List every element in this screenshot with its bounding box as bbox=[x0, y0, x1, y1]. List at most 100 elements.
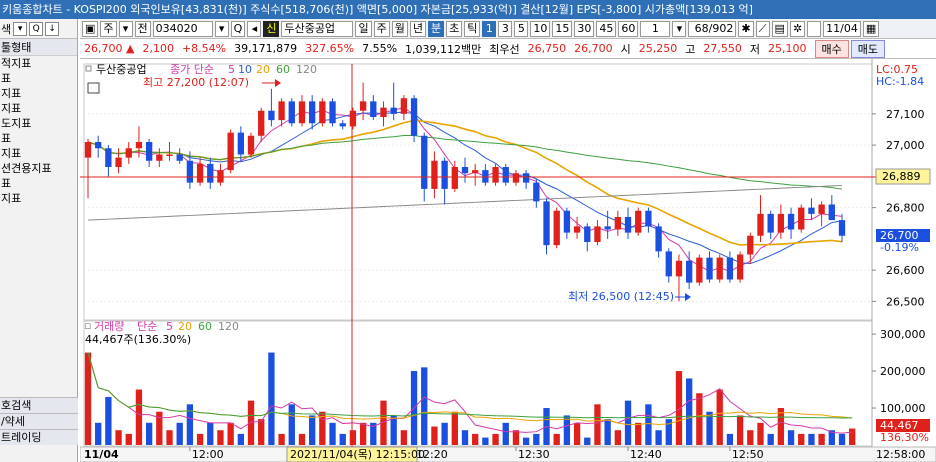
dropdown-icon[interactable]: ▾ bbox=[118, 20, 133, 37]
volume-bar bbox=[421, 367, 428, 445]
period-month[interactable]: 월 bbox=[391, 20, 408, 37]
candle-body bbox=[186, 160, 194, 183]
interval-15[interactable]: 15 bbox=[552, 20, 573, 37]
period-tick[interactable]: 틱 bbox=[464, 20, 481, 37]
left-dropdown-button[interactable]: ▾ bbox=[13, 21, 28, 36]
candle-body bbox=[166, 154, 173, 156]
stock-chart[interactable]: 두산중공업 종가 단순 5 10 20 60 120 최고 27,200 (12… bbox=[80, 59, 936, 462]
candle-body bbox=[777, 213, 785, 233]
trend-tool-icon[interactable]: ⟋ bbox=[755, 20, 770, 37]
sell-button[interactable]: 매도 bbox=[850, 39, 886, 58]
chart-menu-icon[interactable]: ▣ bbox=[82, 20, 99, 37]
volume-bar bbox=[726, 433, 734, 445]
reference-price-tag bbox=[875, 168, 931, 185]
price-change-pct: +8.54% bbox=[181, 42, 227, 55]
volume-bar bbox=[655, 430, 662, 445]
high-annotation: 최고 27,200 (12:07) bbox=[143, 76, 249, 89]
volume-bar bbox=[645, 404, 652, 445]
settings-pin-icon[interactable]: ✱ bbox=[738, 20, 754, 37]
window-title-bar: 키움종합차트 - KOSPI200 외국인보유[43,831(천)] 주식수[5… bbox=[0, 0, 936, 19]
prev-button[interactable]: 전 bbox=[134, 20, 151, 37]
candle-body bbox=[655, 226, 662, 252]
indicator-list-item[interactable]: 지표 bbox=[1, 87, 22, 100]
time-tick-label: 12:20 bbox=[416, 448, 448, 461]
candle-body bbox=[349, 110, 357, 127]
volume-ratio: 327.65% bbox=[305, 42, 355, 55]
volume-bar bbox=[522, 437, 530, 445]
high-arrow-icon bbox=[275, 79, 281, 87]
indicator-list-item[interactable]: 표 bbox=[1, 177, 12, 190]
trade-amount: 1,039,112백만 bbox=[405, 42, 482, 56]
volume-bar bbox=[227, 422, 234, 445]
interval-10[interactable]: 10 bbox=[530, 20, 551, 37]
interval-30[interactable]: 30 bbox=[574, 20, 595, 37]
vol-legend-ma: 단순 bbox=[137, 320, 157, 333]
volume-bar bbox=[390, 415, 397, 445]
candle-body bbox=[635, 210, 642, 233]
credit-badge[interactable]: 신 bbox=[263, 20, 280, 37]
multiplier-input[interactable]: 1 bbox=[640, 20, 671, 37]
volume-bar bbox=[135, 389, 143, 445]
ma120-line bbox=[87, 184, 843, 221]
interval-1[interactable]: 1 bbox=[482, 20, 497, 37]
interval-45[interactable]: 45 bbox=[596, 20, 617, 37]
code-dropdown-icon[interactable]: ▾ bbox=[214, 20, 229, 37]
candle-body bbox=[319, 101, 326, 124]
high-label: 고 bbox=[685, 42, 696, 56]
save-icon[interactable]: ▤ bbox=[771, 20, 788, 37]
candle-body bbox=[84, 142, 92, 158]
crosshair-time-tag bbox=[286, 446, 418, 462]
search-icon[interactable]: Q bbox=[230, 20, 246, 37]
left-panel-tab[interactable]: 툴형태 bbox=[0, 39, 77, 56]
interval-3[interactable]: 3 bbox=[498, 20, 513, 37]
indicator-list-item[interactable]: 션견용지표 bbox=[1, 162, 52, 175]
candle-body bbox=[787, 213, 795, 230]
period-second[interactable]: 초 bbox=[446, 20, 463, 37]
indicator-list-item[interactable]: 지표 bbox=[1, 102, 22, 115]
buy-button[interactable]: 매수 bbox=[814, 39, 849, 58]
gear-icon[interactable]: ✲ bbox=[789, 20, 806, 37]
vol-ma5-line bbox=[87, 352, 853, 434]
indicator-list-item[interactable]: 표 bbox=[1, 72, 12, 85]
period-day[interactable]: 일 bbox=[355, 20, 372, 37]
indicator-list-item[interactable]: 도지표 bbox=[1, 117, 32, 130]
grid-toggle-icon[interactable] bbox=[87, 82, 100, 94]
left-panel-section[interactable]: 적지표 bbox=[1, 57, 32, 70]
candle-body bbox=[838, 220, 846, 236]
period-minute[interactable]: 분 bbox=[427, 20, 445, 37]
left-bottom-tab[interactable]: 트레이딩 bbox=[0, 429, 78, 445]
volume-bar bbox=[349, 430, 357, 445]
candle-body bbox=[451, 167, 458, 189]
ma20-label: 20 bbox=[256, 63, 270, 76]
candle-body bbox=[594, 226, 601, 242]
period-year[interactable]: 년 bbox=[409, 20, 426, 37]
left-search-icon[interactable]: Q bbox=[29, 21, 44, 36]
indicator-list-item[interactable]: 표 bbox=[1, 132, 12, 145]
interval-60[interactable]: 60 bbox=[618, 20, 639, 37]
period-week[interactable]: 주 bbox=[373, 20, 390, 37]
candle-body bbox=[176, 154, 183, 161]
volume-bar bbox=[105, 396, 112, 445]
candle-body bbox=[686, 260, 693, 283]
interval-5[interactable]: 5 bbox=[514, 20, 529, 37]
left-bottom-tab[interactable]: /약세 bbox=[0, 413, 78, 429]
indicator-list-item[interactable]: 지표 bbox=[1, 192, 22, 205]
left-bottom-tab[interactable]: 호검색 bbox=[0, 397, 78, 413]
candle-body bbox=[380, 107, 387, 117]
volume-bar bbox=[370, 422, 377, 445]
calendar-icon[interactable]: ▦ bbox=[862, 20, 880, 37]
speaker-icon[interactable]: ◂ bbox=[247, 20, 262, 37]
date-input[interactable]: 11/04 bbox=[823, 20, 861, 37]
candle-body bbox=[482, 170, 489, 183]
volume-bar bbox=[217, 430, 224, 445]
candle-body bbox=[808, 207, 815, 214]
stock-code-input[interactable]: 034020 bbox=[152, 20, 213, 37]
left-down-arrow-icon[interactable]: ↓ bbox=[45, 21, 60, 36]
volume-bar bbox=[757, 422, 764, 445]
chart-toolbar: ▣ 주 ▾ 전 034020 ▾ Q ◂ 신 두산중공업 일 주 월 년 분 초… bbox=[80, 19, 936, 39]
date-checkbox[interactable] bbox=[807, 20, 822, 37]
indicator-list-item[interactable]: 지표 bbox=[1, 147, 22, 160]
day-button[interactable]: 주 bbox=[100, 20, 117, 37]
multiplier-dropdown-icon[interactable]: ▾ bbox=[672, 20, 687, 37]
volume-bar bbox=[115, 430, 122, 445]
